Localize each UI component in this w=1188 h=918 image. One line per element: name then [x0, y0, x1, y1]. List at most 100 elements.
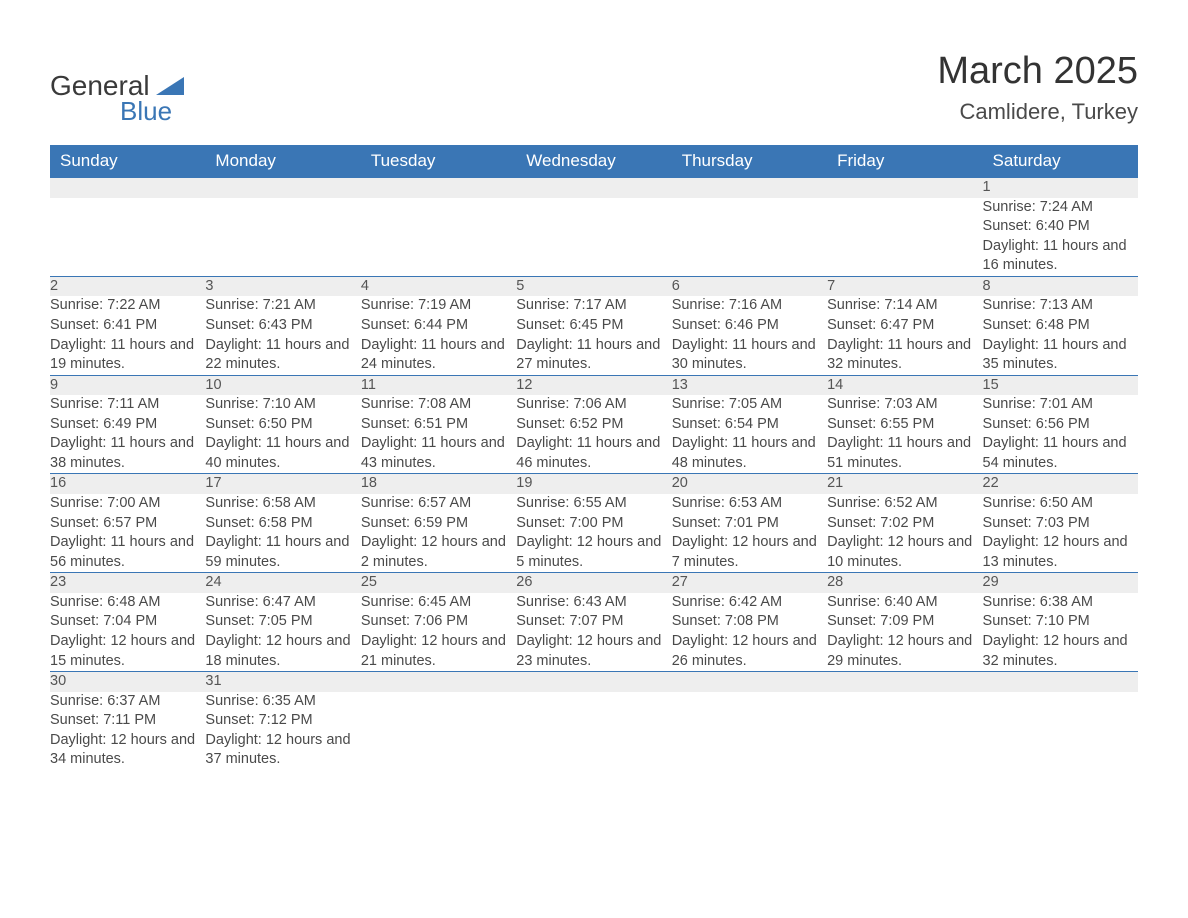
- daylight-text: Daylight: 12 hours and 5 minutes.: [516, 533, 671, 572]
- day-data: Sunrise: 6:42 AMSunset: 7:08 PMDaylight:…: [672, 593, 827, 672]
- day-data: [827, 692, 982, 770]
- calendar-table: SundayMondayTuesdayWednesdayThursdayFrid…: [50, 145, 1138, 770]
- day-data: Sunrise: 6:45 AMSunset: 7:06 PMDaylight:…: [361, 593, 516, 672]
- day-data: Sunrise: 7:13 AMSunset: 6:48 PMDaylight:…: [983, 296, 1138, 375]
- day-data: Sunrise: 7:00 AMSunset: 6:57 PMDaylight:…: [50, 494, 205, 573]
- sunrise-text: Sunrise: 6:40 AM: [827, 593, 982, 613]
- daydata-row: Sunrise: 7:11 AMSunset: 6:49 PMDaylight:…: [50, 395, 1138, 474]
- day-number: [827, 672, 982, 692]
- day-number: 25: [361, 573, 516, 593]
- sunrise-text: Sunrise: 7:01 AM: [983, 395, 1138, 415]
- day-data: [361, 198, 516, 277]
- header: General Blue March 2025 Camlidere, Turke…: [50, 50, 1138, 127]
- sunrise-text: Sunrise: 7:03 AM: [827, 395, 982, 415]
- daylight-text: Daylight: 12 hours and 26 minutes.: [672, 632, 827, 671]
- sunset-text: Sunset: 6:50 PM: [205, 415, 360, 435]
- day-number: 26: [516, 573, 671, 593]
- day-data: Sunrise: 6:37 AMSunset: 7:11 PMDaylight:…: [50, 692, 205, 770]
- day-number: [361, 178, 516, 198]
- daylight-text: Daylight: 11 hours and 59 minutes.: [205, 533, 360, 572]
- day-data: Sunrise: 6:52 AMSunset: 7:02 PMDaylight:…: [827, 494, 982, 573]
- sunrise-text: Sunrise: 7:17 AM: [516, 296, 671, 316]
- weekday-header: Saturday: [983, 145, 1138, 178]
- daylight-text: Daylight: 12 hours and 34 minutes.: [50, 731, 205, 770]
- sunset-text: Sunset: 6:43 PM: [205, 316, 360, 336]
- sunrise-text: Sunrise: 7:21 AM: [205, 296, 360, 316]
- sunset-text: Sunset: 6:44 PM: [361, 316, 516, 336]
- day-number: [516, 672, 671, 692]
- sunset-text: Sunset: 7:04 PM: [50, 612, 205, 632]
- day-data: Sunrise: 6:57 AMSunset: 6:59 PMDaylight:…: [361, 494, 516, 573]
- day-data: Sunrise: 6:47 AMSunset: 7:05 PMDaylight:…: [205, 593, 360, 672]
- sunset-text: Sunset: 7:09 PM: [827, 612, 982, 632]
- day-data: Sunrise: 7:11 AMSunset: 6:49 PMDaylight:…: [50, 395, 205, 474]
- sunset-text: Sunset: 6:51 PM: [361, 415, 516, 435]
- sunrise-text: Sunrise: 7:16 AM: [672, 296, 827, 316]
- sunset-text: Sunset: 6:41 PM: [50, 316, 205, 336]
- sunrise-text: Sunrise: 6:42 AM: [672, 593, 827, 613]
- daylight-text: Daylight: 12 hours and 10 minutes.: [827, 533, 982, 572]
- daylight-text: Daylight: 11 hours and 43 minutes.: [361, 434, 516, 473]
- sunset-text: Sunset: 6:47 PM: [827, 316, 982, 336]
- day-number: 12: [516, 375, 671, 395]
- day-data: Sunrise: 6:35 AMSunset: 7:12 PMDaylight:…: [205, 692, 360, 770]
- weekday-header: Sunday: [50, 145, 205, 178]
- day-data: Sunrise: 7:19 AMSunset: 6:44 PMDaylight:…: [361, 296, 516, 375]
- daylight-text: Daylight: 11 hours and 32 minutes.: [827, 336, 982, 375]
- title-block: March 2025 Camlidere, Turkey: [937, 50, 1138, 125]
- daynum-row: 2345678: [50, 276, 1138, 296]
- sunset-text: Sunset: 7:06 PM: [361, 612, 516, 632]
- daylight-text: Daylight: 11 hours and 38 minutes.: [50, 434, 205, 473]
- logo: General Blue: [50, 70, 184, 127]
- sunrise-text: Sunrise: 6:37 AM: [50, 692, 205, 712]
- day-number: 9: [50, 375, 205, 395]
- day-data: [205, 198, 360, 277]
- day-number: 16: [50, 474, 205, 494]
- sunrise-text: Sunrise: 7:10 AM: [205, 395, 360, 415]
- daylight-text: Daylight: 11 hours and 27 minutes.: [516, 336, 671, 375]
- day-number: 21: [827, 474, 982, 494]
- day-data: Sunrise: 6:43 AMSunset: 7:07 PMDaylight:…: [516, 593, 671, 672]
- sunset-text: Sunset: 6:58 PM: [205, 514, 360, 534]
- day-data: [827, 198, 982, 277]
- sunrise-text: Sunrise: 6:50 AM: [983, 494, 1138, 514]
- day-data: [361, 692, 516, 770]
- daylight-text: Daylight: 11 hours and 24 minutes.: [361, 336, 516, 375]
- sunrise-text: Sunrise: 7:14 AM: [827, 296, 982, 316]
- daylight-text: Daylight: 11 hours and 51 minutes.: [827, 434, 982, 473]
- day-number: 2: [50, 276, 205, 296]
- day-data: Sunrise: 7:21 AMSunset: 6:43 PMDaylight:…: [205, 296, 360, 375]
- daylight-text: Daylight: 11 hours and 40 minutes.: [205, 434, 360, 473]
- sunrise-text: Sunrise: 7:19 AM: [361, 296, 516, 316]
- day-number: [205, 178, 360, 198]
- calendar-header: SundayMondayTuesdayWednesdayThursdayFrid…: [50, 145, 1138, 178]
- sunset-text: Sunset: 7:08 PM: [672, 612, 827, 632]
- day-number: [50, 178, 205, 198]
- daydata-row: Sunrise: 7:22 AMSunset: 6:41 PMDaylight:…: [50, 296, 1138, 375]
- day-number: 23: [50, 573, 205, 593]
- day-data: [516, 198, 671, 277]
- day-data: [516, 692, 671, 770]
- sunrise-text: Sunrise: 6:55 AM: [516, 494, 671, 514]
- sunrise-text: Sunrise: 6:47 AM: [205, 593, 360, 613]
- day-number: 11: [361, 375, 516, 395]
- day-data: Sunrise: 7:14 AMSunset: 6:47 PMDaylight:…: [827, 296, 982, 375]
- day-data: Sunrise: 7:01 AMSunset: 6:56 PMDaylight:…: [983, 395, 1138, 474]
- day-number: 4: [361, 276, 516, 296]
- daylight-text: Daylight: 12 hours and 23 minutes.: [516, 632, 671, 671]
- sunset-text: Sunset: 6:56 PM: [983, 415, 1138, 435]
- daylight-text: Daylight: 12 hours and 37 minutes.: [205, 731, 360, 770]
- day-number: 28: [827, 573, 982, 593]
- day-number: 6: [672, 276, 827, 296]
- day-number: 5: [516, 276, 671, 296]
- daylight-text: Daylight: 12 hours and 29 minutes.: [827, 632, 982, 671]
- sunset-text: Sunset: 6:52 PM: [516, 415, 671, 435]
- daylight-text: Daylight: 11 hours and 35 minutes.: [983, 336, 1138, 375]
- daylight-text: Daylight: 12 hours and 18 minutes.: [205, 632, 360, 671]
- sunset-text: Sunset: 7:05 PM: [205, 612, 360, 632]
- sunset-text: Sunset: 6:45 PM: [516, 316, 671, 336]
- day-data: Sunrise: 6:50 AMSunset: 7:03 PMDaylight:…: [983, 494, 1138, 573]
- day-number: 29: [983, 573, 1138, 593]
- daynum-row: 23242526272829: [50, 573, 1138, 593]
- daydata-row: Sunrise: 7:00 AMSunset: 6:57 PMDaylight:…: [50, 494, 1138, 573]
